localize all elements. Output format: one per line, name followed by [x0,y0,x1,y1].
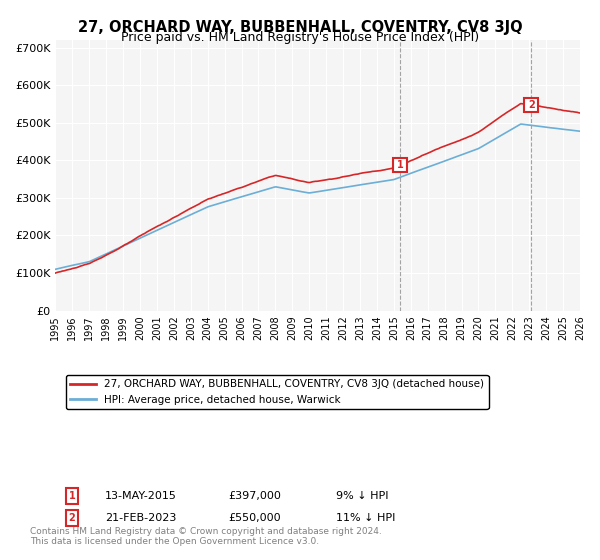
Text: £397,000: £397,000 [228,491,281,501]
Text: 2: 2 [528,100,535,110]
Text: 9% ↓ HPI: 9% ↓ HPI [336,491,389,501]
Text: Contains HM Land Registry data © Crown copyright and database right 2024.
This d: Contains HM Land Registry data © Crown c… [30,526,382,546]
Text: 11% ↓ HPI: 11% ↓ HPI [336,513,395,523]
Text: 1: 1 [68,491,76,501]
Text: 13-MAY-2015: 13-MAY-2015 [105,491,177,501]
Text: 21-FEB-2023: 21-FEB-2023 [105,513,176,523]
Text: 2: 2 [68,513,76,523]
Text: 27, ORCHARD WAY, BUBBENHALL, COVENTRY, CV8 3JQ: 27, ORCHARD WAY, BUBBENHALL, COVENTRY, C… [77,20,523,35]
Text: 1: 1 [397,160,403,170]
Legend: 27, ORCHARD WAY, BUBBENHALL, COVENTRY, CV8 3JQ (detached house), HPI: Average pr: 27, ORCHARD WAY, BUBBENHALL, COVENTRY, C… [66,375,488,409]
Text: Price paid vs. HM Land Registry's House Price Index (HPI): Price paid vs. HM Land Registry's House … [121,31,479,44]
Text: £550,000: £550,000 [228,513,281,523]
